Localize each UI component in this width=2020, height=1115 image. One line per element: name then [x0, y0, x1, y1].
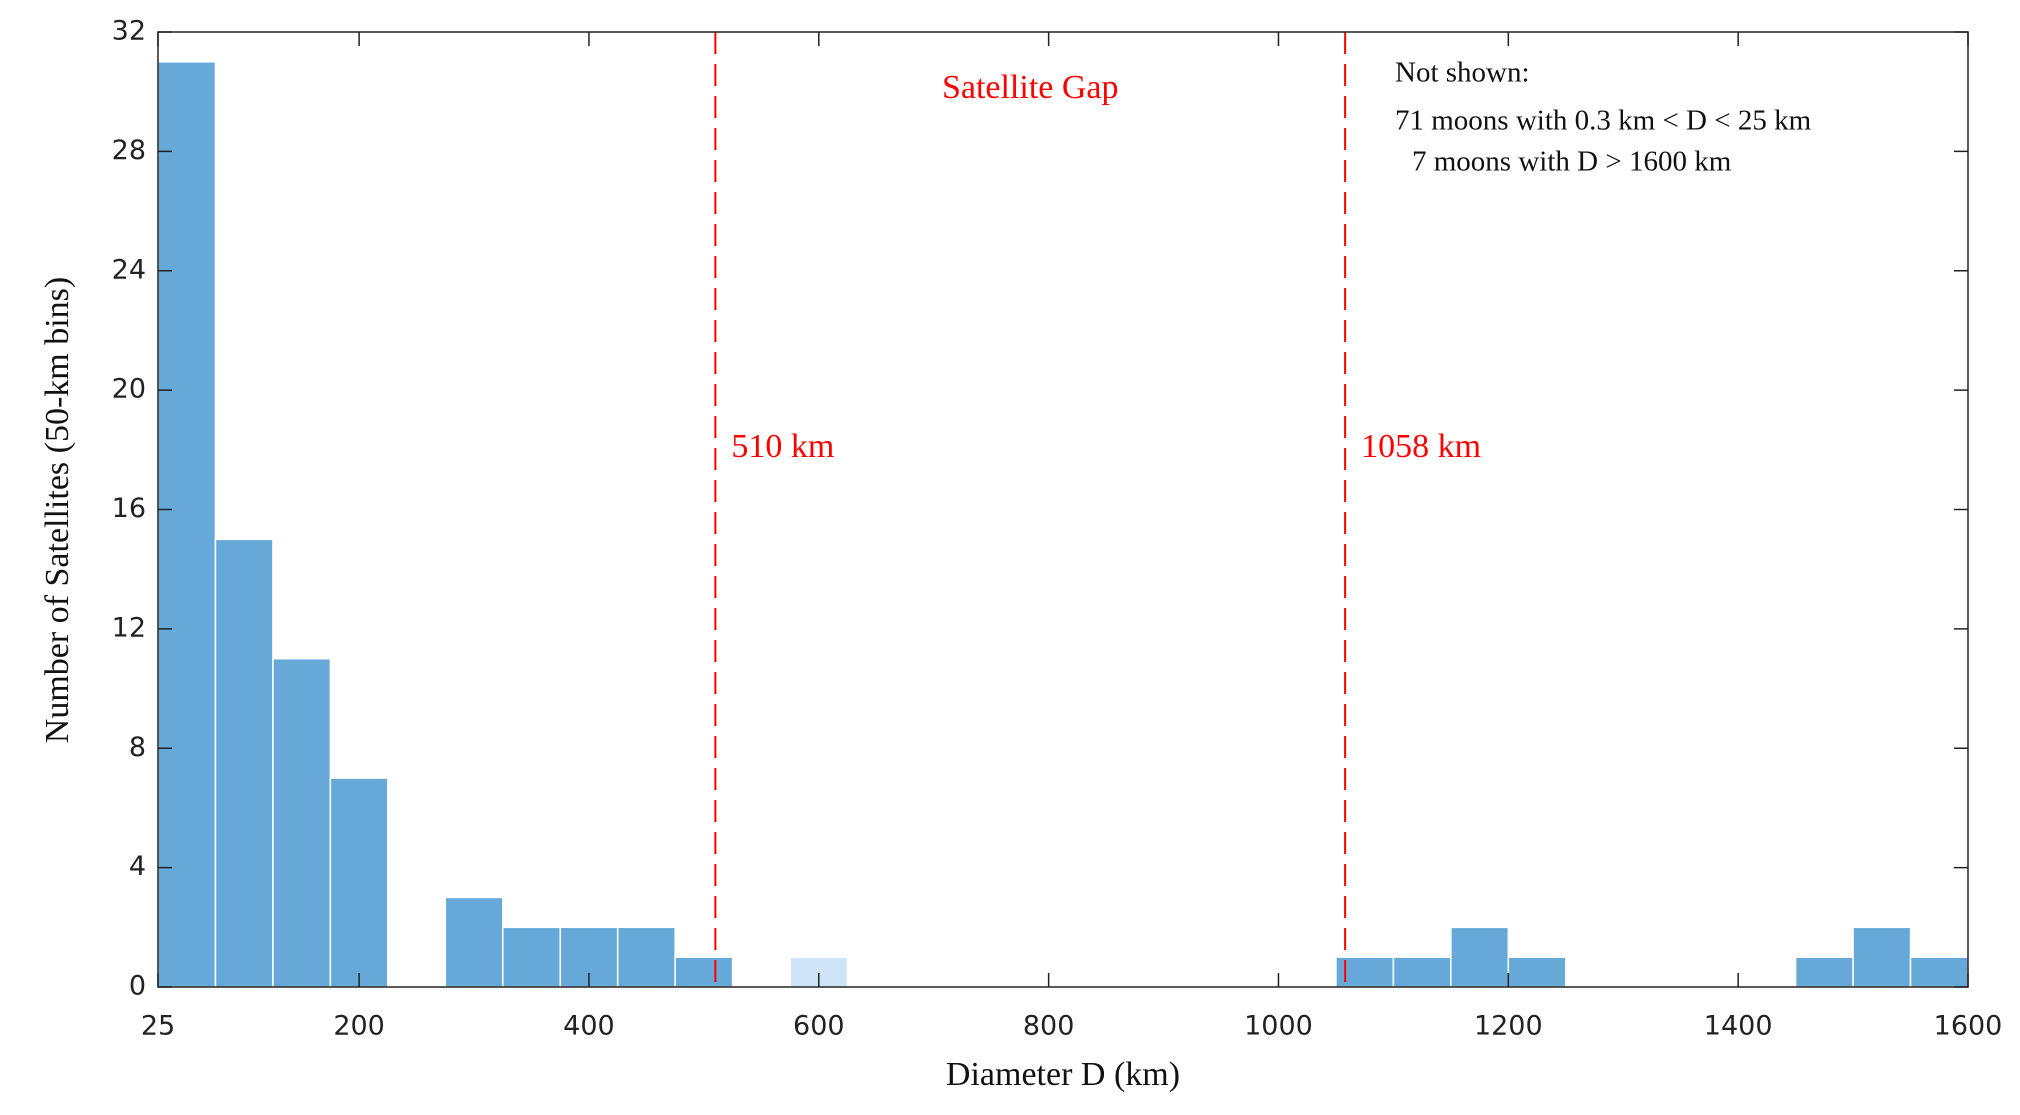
- bar: [1909, 956, 1969, 988]
- y-tick-label: 12: [112, 612, 146, 643]
- x-tick-label: 600: [793, 1011, 845, 1042]
- note-line: 7 moons with D > 1600 km: [1412, 146, 1732, 178]
- x-tick-label: 400: [563, 1011, 615, 1042]
- bar: [272, 657, 332, 988]
- y-tick-label: 20: [112, 374, 146, 405]
- bar: [616, 926, 676, 988]
- bar: [157, 61, 217, 988]
- bar: [1852, 926, 1912, 988]
- y-tick-label: 16: [112, 493, 146, 524]
- y-tick-label: 24: [112, 254, 146, 285]
- x-tick-label: 1200: [1474, 1011, 1543, 1042]
- bar: [1507, 956, 1567, 988]
- x-tick-label: 1000: [1244, 1011, 1313, 1042]
- x-tick-label: 1600: [1934, 1011, 2003, 1042]
- bar: [502, 926, 561, 988]
- gap-label: Satellite Gap: [942, 69, 1119, 106]
- bar: [444, 896, 504, 988]
- y-tick-label: 8: [129, 732, 146, 763]
- note-line: 71 moons with 0.3 km < D < 25 km: [1395, 105, 1812, 137]
- bar: [214, 538, 274, 988]
- reference-label: 1058 km: [1361, 428, 1481, 465]
- y-tick-label: 0: [129, 971, 146, 1002]
- y-tick-label: 32: [112, 16, 146, 47]
- y-axis-label: Number of Satellites (50-km bins): [39, 277, 76, 743]
- bar: [329, 777, 389, 988]
- bar: [1450, 926, 1510, 988]
- reference-label: 510 km: [731, 428, 834, 465]
- x-tick-label: 1400: [1704, 1011, 1773, 1042]
- bar: [674, 956, 734, 988]
- bar: [1392, 956, 1452, 988]
- x-tick-label: 200: [333, 1011, 385, 1042]
- x-axis-label: Diameter D (km): [946, 1056, 1180, 1093]
- y-tick-label: 28: [112, 135, 146, 166]
- y-tick-label: 4: [129, 851, 146, 882]
- note-line: Not shown:: [1395, 57, 1530, 89]
- bar: [1794, 956, 1854, 988]
- x-tick-label: 25: [141, 1011, 175, 1042]
- x-tick-label: 800: [1023, 1011, 1075, 1042]
